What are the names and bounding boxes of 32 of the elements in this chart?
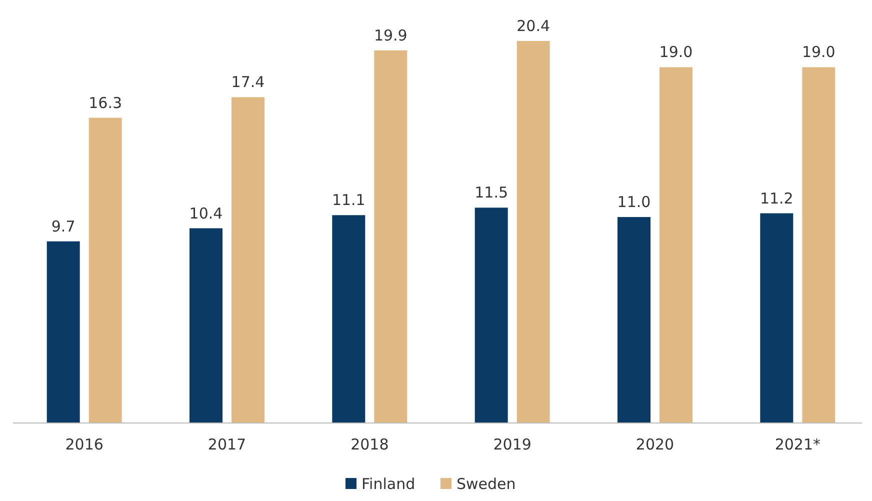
legend-label: Finland <box>362 475 416 493</box>
data-label: 11.5 <box>474 184 508 202</box>
bar <box>46 241 80 423</box>
bar <box>374 50 408 423</box>
bar <box>516 41 550 423</box>
x-tick-label: 2021* <box>774 436 821 454</box>
bar <box>232 97 264 423</box>
data-label: 9.7 <box>51 217 76 236</box>
x-tick-label: 2018 <box>350 436 389 454</box>
data-label: 19.0 <box>802 43 836 62</box>
bar <box>88 118 122 423</box>
data-label: 19.9 <box>374 26 408 44</box>
bar <box>618 217 650 423</box>
data-label: 11.2 <box>760 189 794 208</box>
x-tick-label: 2020 <box>636 436 674 454</box>
bar <box>660 67 692 423</box>
data-label: 11.1 <box>332 191 366 210</box>
x-tick-label: 2017 <box>208 436 246 454</box>
data-label: 19.0 <box>659 43 693 62</box>
bar <box>190 228 222 423</box>
legend-label: Sweden <box>456 475 516 493</box>
data-label: 20.4 <box>516 17 550 35</box>
bar <box>802 67 836 423</box>
data-label: 16.3 <box>88 94 122 112</box>
data-label: 17.4 <box>231 73 265 92</box>
x-tick-label: 2019 <box>493 436 532 454</box>
x-tick-label: 2016 <box>65 436 104 454</box>
bar <box>332 215 366 423</box>
bar <box>760 213 794 423</box>
data-label: 11.0 <box>617 193 651 212</box>
bar <box>474 208 508 423</box>
data-label: 10.4 <box>189 204 223 222</box>
